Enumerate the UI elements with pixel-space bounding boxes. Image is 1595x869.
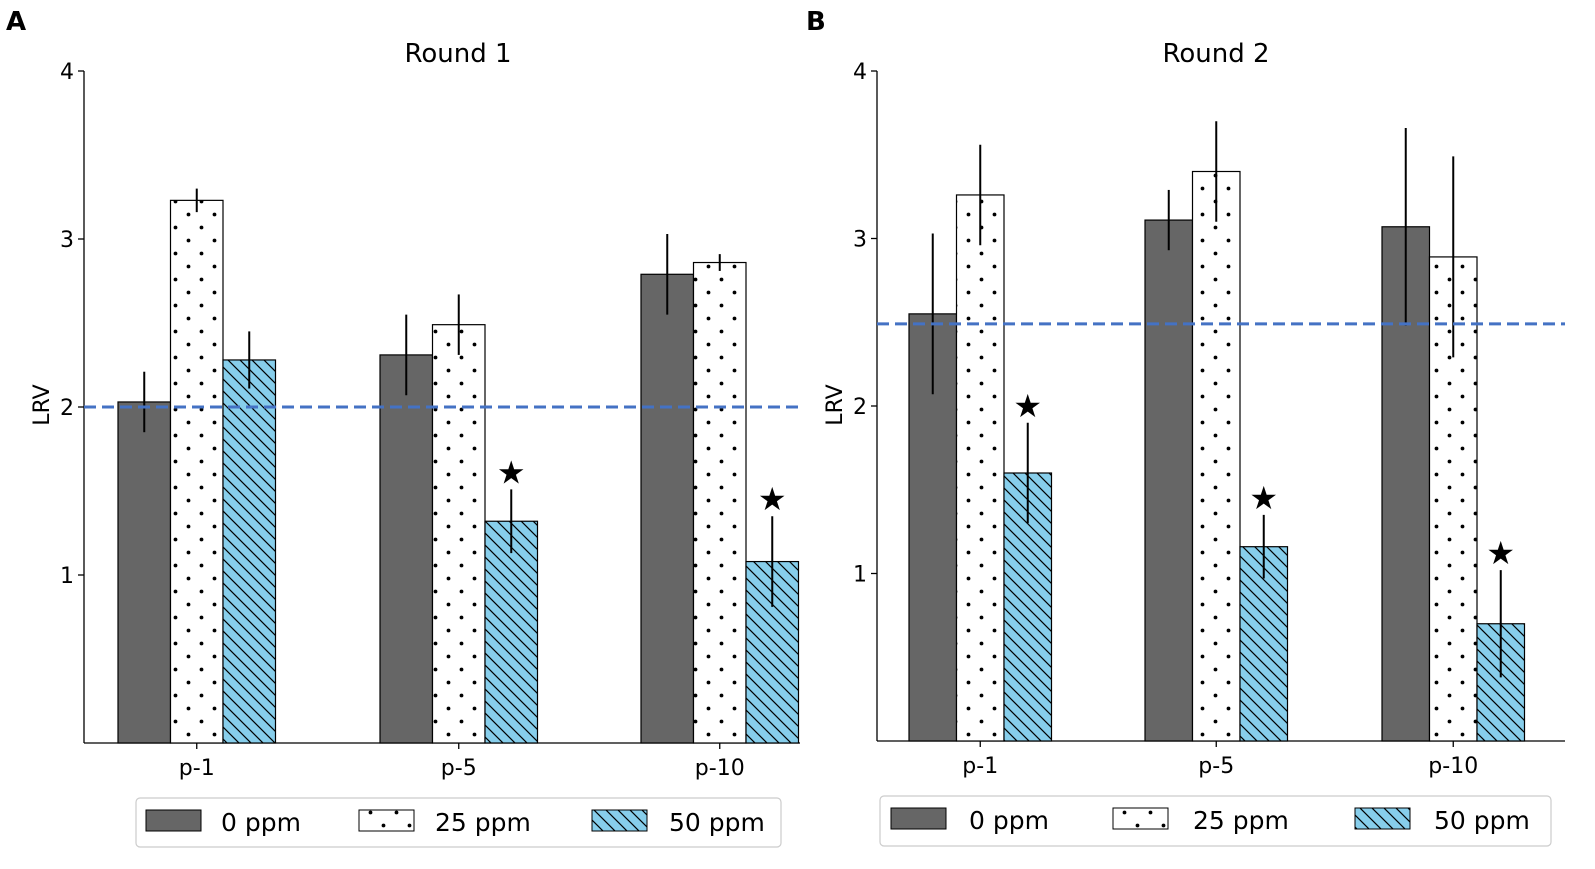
legend-swatch-50-ppm <box>1354 807 1411 830</box>
panel-letter: A <box>6 7 26 37</box>
legend-label-0-ppm: 0 ppm <box>221 808 301 837</box>
significance-star: ★ <box>1249 479 1278 517</box>
bar-25-ppm-p-5 <box>1191 170 1241 742</box>
x-tick-label: p-5 <box>1198 754 1234 779</box>
plot-area: 1 2 3 4 p-1 p-5 p-10 ★ ★ <box>60 60 800 781</box>
y-axis-label: LRV <box>823 384 848 425</box>
legend-label-25-ppm: 25 ppm <box>435 808 531 837</box>
y-tick-label: 4 <box>853 60 867 85</box>
x-tick-label: p-5 <box>441 756 477 781</box>
significance-star: ★ <box>1013 387 1042 425</box>
legend-label-0-ppm: 0 ppm <box>969 806 1049 835</box>
bar-25-ppm-p-1 <box>955 194 1005 742</box>
significance-star: ★ <box>497 453 526 491</box>
y-tick-label: 1 <box>60 564 74 589</box>
legend-label-25-ppm: 25 ppm <box>1193 806 1289 835</box>
bar-50-ppm-p-1 <box>222 359 277 744</box>
bar-0-ppm-p-5 <box>1144 219 1194 742</box>
bar-50-ppm-p-5 <box>484 520 539 744</box>
bar-25-ppm-p-5 <box>431 324 486 744</box>
legend-label-50-ppm: 50 ppm <box>1434 806 1530 835</box>
bar-25-ppm-p-1 <box>169 199 224 744</box>
chart-title: Round 2 <box>1162 39 1269 69</box>
x-tick-label: p-1 <box>962 754 998 779</box>
x-tick-label: p-1 <box>179 756 215 781</box>
y-tick-label: 3 <box>60 228 74 253</box>
bar-0-ppm-p-5 <box>379 354 434 744</box>
bar-50-ppm-p-10 <box>745 560 800 744</box>
y-tick-label: 4 <box>60 60 74 85</box>
legend-swatch-50-ppm <box>591 809 648 832</box>
legend: 0 ppm 25 ppm 50 ppm <box>135 797 782 848</box>
panel-letter: B <box>806 7 826 37</box>
significance-star: ★ <box>758 480 787 518</box>
significance-star: ★ <box>1486 534 1515 572</box>
legend: 0 ppm 25 ppm 50 ppm <box>879 795 1552 847</box>
legend-swatch-0-ppm <box>890 807 947 830</box>
y-axis-label: LRV <box>30 384 55 425</box>
panel-a: A Round 1 LRV 1 2 3 4 p-1 p-5 p-10 ★ ★ 0 ppm 25 p… <box>6 7 800 848</box>
legend-swatch-25-ppm <box>1112 807 1169 830</box>
panel-b: B Round 2 LRV 1 2 3 4 p-1 p-5 p-10 ★ ★ ★ 0 ppm 25 … <box>806 7 1565 847</box>
legend-swatch-0-ppm <box>145 809 202 832</box>
y-tick-label: 2 <box>60 396 74 421</box>
bar-25-ppm-p-10 <box>692 261 747 744</box>
bar-0-ppm-p-10 <box>640 273 695 744</box>
x-tick-label: p-10 <box>1428 754 1478 779</box>
legend-swatch-25-ppm <box>358 809 415 832</box>
legend-label-50-ppm: 50 ppm <box>669 808 765 837</box>
x-tick-label: p-10 <box>695 756 745 781</box>
y-tick-label: 2 <box>853 395 867 420</box>
y-tick-label: 3 <box>853 228 867 253</box>
plot-area: 1 2 3 4 p-1 p-5 p-10 ★ ★ ★ <box>853 60 1565 779</box>
y-tick-label: 1 <box>853 563 867 588</box>
chart-title: Round 1 <box>404 39 511 69</box>
bar-0-ppm-p-1 <box>117 401 172 744</box>
